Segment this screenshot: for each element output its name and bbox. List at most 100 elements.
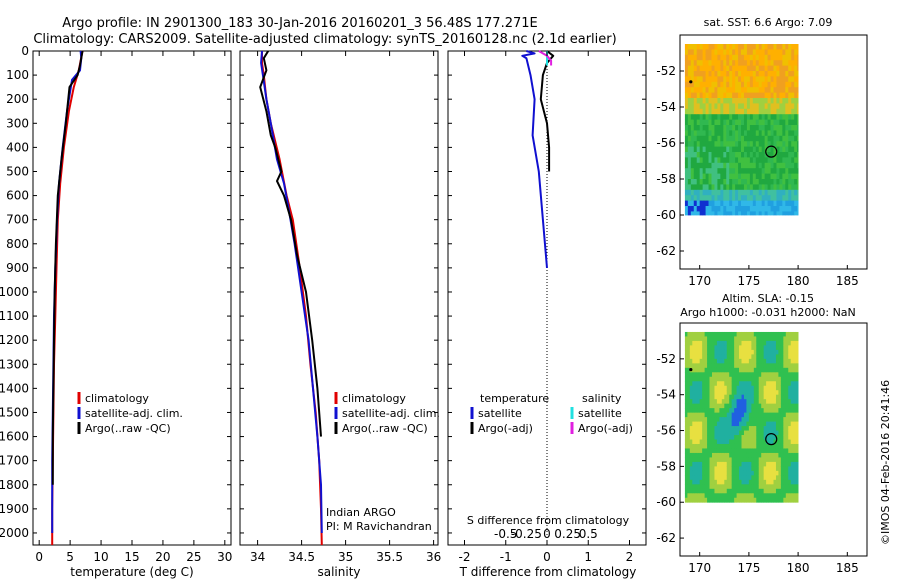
sla-map-cell bbox=[768, 331, 772, 337]
sla-map-cell bbox=[766, 470, 769, 476]
sla-map-cell bbox=[731, 331, 735, 337]
sla-map-cell bbox=[726, 479, 730, 485]
sla-map-cell bbox=[753, 488, 757, 494]
sst-map-cell bbox=[690, 135, 695, 142]
sst-map-cell bbox=[764, 184, 768, 191]
sst-map-cell bbox=[746, 189, 751, 196]
difference-series-3 bbox=[538, 50, 553, 66]
sla-map-cell bbox=[771, 466, 774, 472]
sst-map-cell bbox=[729, 98, 733, 104]
sla-map-cell bbox=[768, 394, 772, 400]
sst-map-cell bbox=[705, 65, 709, 72]
salinity-xtick-label-4: 36 bbox=[426, 550, 441, 564]
sla-map-cell bbox=[697, 484, 701, 490]
sst-map-cell bbox=[770, 49, 774, 56]
sla-map-cell bbox=[761, 394, 765, 400]
sla-map-cell bbox=[702, 417, 705, 422]
sla-map-cell bbox=[793, 367, 797, 373]
sst-map-cell bbox=[702, 71, 706, 77]
sla-map-cell bbox=[763, 426, 767, 431]
sst-map-cell bbox=[794, 200, 798, 207]
sla-map-start-marker bbox=[689, 368, 693, 372]
sla-map-cell bbox=[761, 470, 765, 476]
sla-map-cell bbox=[751, 412, 755, 418]
sst-map-cell bbox=[690, 44, 695, 50]
sst-map-cell bbox=[684, 65, 689, 72]
sst-map-cell bbox=[684, 162, 689, 169]
sla-map-cell bbox=[714, 417, 718, 422]
sla-map-cell bbox=[694, 354, 698, 360]
sst-map-cell bbox=[782, 87, 786, 93]
sla-map-cell bbox=[734, 358, 737, 364]
sla-map-cell bbox=[714, 354, 718, 360]
sst-map-cell bbox=[788, 152, 792, 158]
sla-map-cell bbox=[736, 358, 740, 364]
sla-map-cell bbox=[758, 385, 762, 391]
sla-map-cell bbox=[694, 417, 698, 422]
sst-map-cell bbox=[741, 114, 745, 120]
sla-map-cell bbox=[707, 426, 710, 431]
sst-map-cell bbox=[794, 92, 798, 99]
sst-map-cell bbox=[738, 146, 742, 153]
sla-map-cell bbox=[726, 412, 730, 418]
sst-map-cell bbox=[776, 157, 780, 164]
sst-map-cell bbox=[767, 92, 771, 99]
sst-map-cell bbox=[773, 162, 777, 169]
temperature-xlabel: temperature (deg C) bbox=[70, 565, 193, 579]
sst-map-cell bbox=[749, 103, 754, 110]
sst-map-ytick-label-4: -60 bbox=[656, 208, 676, 222]
sla-map-cell bbox=[748, 340, 752, 346]
sst-map-cell bbox=[761, 173, 766, 180]
sst-map-cell bbox=[714, 141, 718, 147]
sst-map-cell bbox=[711, 162, 715, 169]
sla-map-cell bbox=[761, 466, 765, 472]
sst-map-cell bbox=[752, 141, 757, 147]
sla-map-cell bbox=[731, 470, 735, 476]
sla-map-cell bbox=[771, 484, 774, 490]
sla-map-cell bbox=[790, 376, 794, 382]
sla-map-cell bbox=[689, 363, 693, 369]
sla-map-cell bbox=[788, 412, 792, 418]
sla-map-cell bbox=[748, 457, 752, 463]
sla-map-cell bbox=[692, 475, 696, 481]
sla-map-cell bbox=[778, 417, 782, 422]
sla-map-cell bbox=[719, 349, 723, 355]
sst-map-cell bbox=[776, 71, 780, 77]
sla-map-cell bbox=[719, 443, 723, 449]
sla-map-cell bbox=[775, 475, 779, 481]
sla-map-cell bbox=[709, 488, 713, 494]
sla-map-cell bbox=[707, 457, 710, 463]
sst-map-cell bbox=[776, 162, 780, 169]
sst-map-cell bbox=[779, 81, 783, 88]
sst-map-cell bbox=[755, 92, 760, 99]
sla-map-cell bbox=[793, 466, 797, 472]
sla-map-cell bbox=[739, 497, 742, 503]
sst-map-cell bbox=[690, 184, 695, 191]
sst-map-cell bbox=[687, 152, 692, 158]
sst-map-cell bbox=[770, 108, 774, 115]
sst-map-cell bbox=[741, 189, 745, 196]
sla-map-cell bbox=[711, 390, 715, 396]
sla-map-cell bbox=[763, 358, 767, 364]
sla-map-cell bbox=[775, 336, 779, 342]
sla-map-cell bbox=[739, 461, 742, 467]
sla-map-cell bbox=[704, 466, 708, 472]
sst-map-cell bbox=[743, 189, 748, 196]
sst-map-cell bbox=[702, 119, 706, 126]
sst-map-cell bbox=[746, 76, 751, 83]
sla-map-cell bbox=[697, 349, 701, 355]
sla-map-cell bbox=[761, 475, 765, 481]
sst-map-cell bbox=[726, 60, 730, 66]
sla-map-cell bbox=[773, 488, 777, 494]
sla-map-cell bbox=[739, 435, 742, 440]
sst-map-cell bbox=[732, 189, 736, 196]
sst-map-cell bbox=[702, 98, 706, 104]
sla-map-cell bbox=[697, 426, 701, 431]
sla-map-cell bbox=[771, 403, 774, 409]
sst-map-cell bbox=[767, 152, 771, 158]
sla-map-cell bbox=[702, 457, 705, 463]
sla-map-cell bbox=[724, 417, 728, 422]
sla-map-cell bbox=[788, 470, 792, 476]
sst-map-cell bbox=[746, 195, 751, 201]
sst-map-cell bbox=[711, 98, 715, 104]
